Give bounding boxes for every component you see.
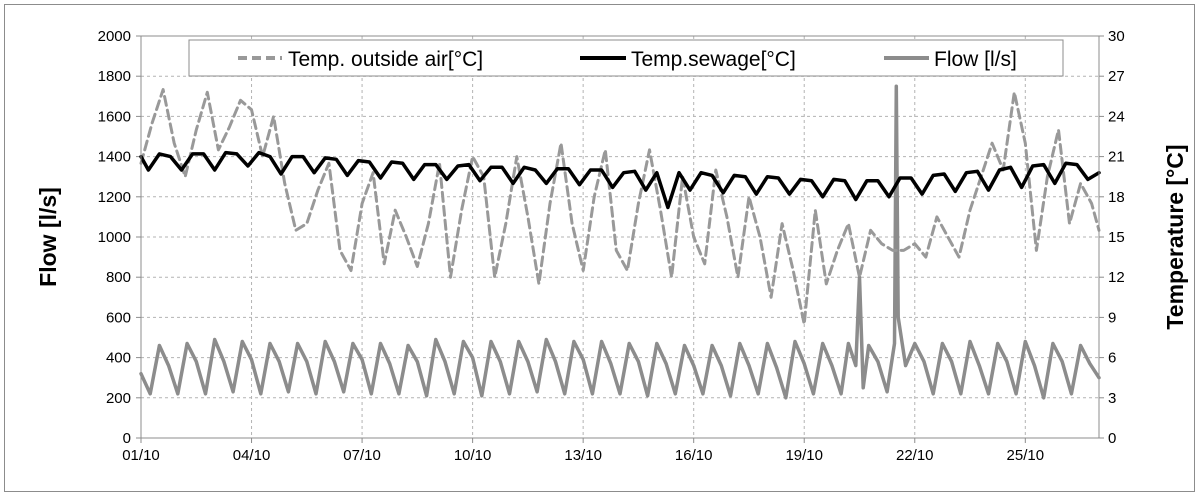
x-tick-label: 10/10 bbox=[454, 447, 492, 464]
y2-tick-label: 18 bbox=[1108, 189, 1125, 206]
y-tick-label: 2000 bbox=[98, 28, 131, 45]
legend-label-outside-air: Temp. outside air[°C] bbox=[288, 48, 483, 71]
legend-label-sewage: Temp.sewage[°C] bbox=[631, 48, 796, 71]
y-tick-label: 1200 bbox=[98, 189, 131, 206]
plot-area-border bbox=[140, 35, 1100, 439]
legend: Temp. outside air[°C] Temp.sewage[°C] Fl… bbox=[188, 39, 1064, 77]
y2-tick-label: 24 bbox=[1108, 108, 1125, 125]
y2-tick-label: 27 bbox=[1108, 68, 1125, 85]
y2-tick-label: 3 bbox=[1108, 390, 1116, 407]
y2-axis-title: Temperature [°C] bbox=[1162, 144, 1188, 329]
y-tick-label: 1400 bbox=[98, 149, 131, 166]
y-tick-label: 600 bbox=[106, 309, 131, 326]
y2-tick-label: 6 bbox=[1108, 350, 1116, 367]
y2-tick-label: 9 bbox=[1108, 309, 1116, 326]
y-tick-label: 800 bbox=[106, 269, 131, 286]
x-tick-label: 01/10 bbox=[122, 447, 160, 464]
left-axis-ticks: 0 200 400 600 800 1000 1200 1400 1600 1800 2000 bbox=[98, 28, 141, 447]
y-tick-label: 400 bbox=[106, 350, 131, 367]
sewage-temperature-line bbox=[139, 150, 1101, 210]
x-tick-label: 19/10 bbox=[785, 447, 823, 464]
y2-tick-label: 15 bbox=[1108, 229, 1125, 246]
y2-tick-label: 0 bbox=[1108, 430, 1116, 447]
outside-air-temperature-line bbox=[139, 88, 1101, 326]
flow-line bbox=[139, 84, 1101, 400]
x-tick-label: 07/10 bbox=[343, 447, 381, 464]
y-tick-label: 200 bbox=[106, 390, 131, 407]
y-axis-title: Flow [l/s] bbox=[35, 187, 61, 287]
y-tick-label: 1000 bbox=[98, 229, 131, 246]
y2-tick-label: 12 bbox=[1108, 269, 1125, 286]
x-tick-label: 25/10 bbox=[1007, 447, 1045, 464]
legend-label-flow: Flow [l/s] bbox=[934, 48, 1017, 71]
x-axis-ticks: 01/10 04/10 07/10 10/10 13/10 16/10 19/10 22/10… bbox=[122, 438, 1044, 464]
x-tick-label: 13/10 bbox=[564, 447, 602, 464]
y2-tick-label: 21 bbox=[1108, 149, 1125, 166]
y-tick-label: 1800 bbox=[98, 68, 131, 85]
right-axis-ticks: 0 3 6 9 12 15 18 21 24 27 30 bbox=[1099, 28, 1125, 447]
x-tick-label: 16/10 bbox=[675, 447, 713, 464]
y-tick-label: 1600 bbox=[98, 108, 131, 125]
y-tick-label: 0 bbox=[123, 430, 131, 447]
x-tick-label: 04/10 bbox=[233, 447, 271, 464]
series-layer bbox=[139, 84, 1101, 400]
y2-tick-label: 30 bbox=[1108, 28, 1125, 45]
x-tick-label: 22/10 bbox=[896, 447, 934, 464]
